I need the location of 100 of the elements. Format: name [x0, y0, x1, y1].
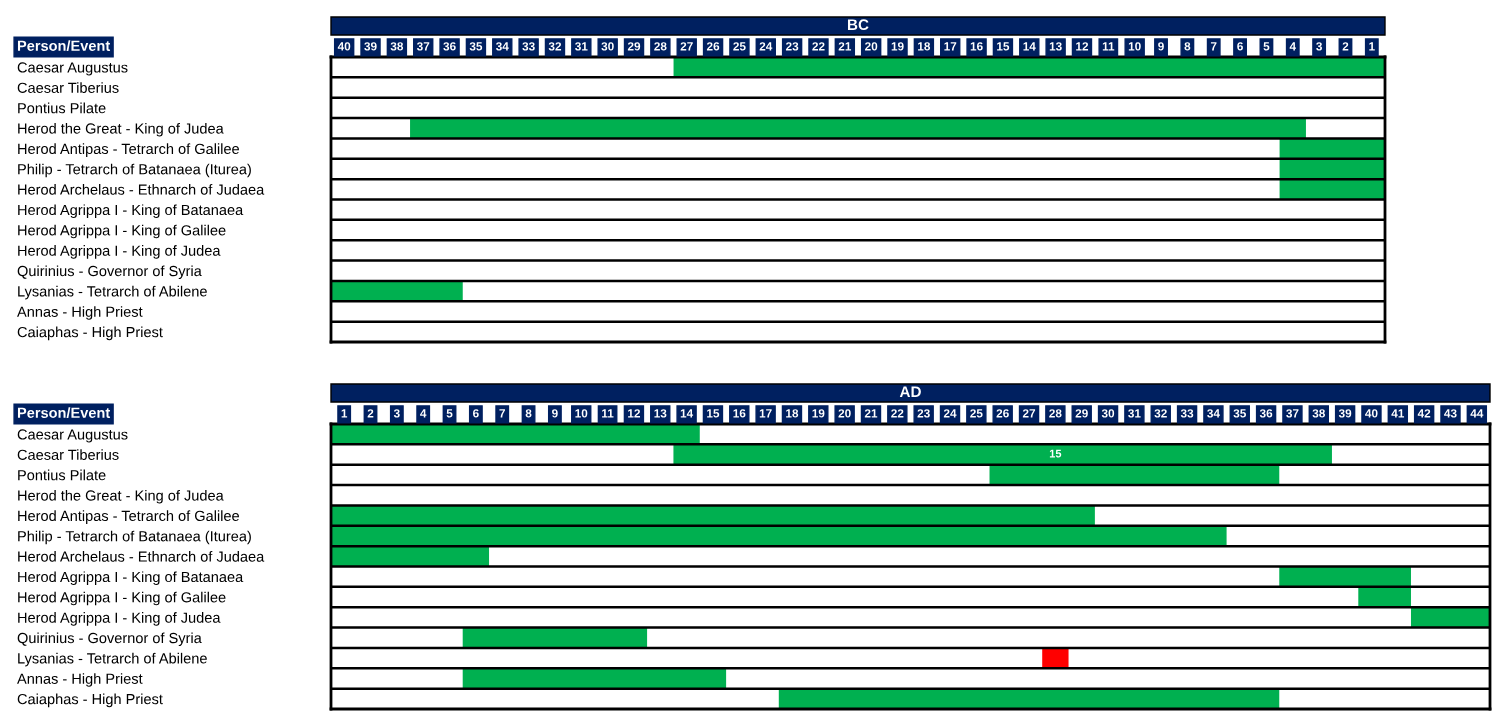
- y-tick-label: Quirinius - Governor of Syria: [17, 632, 202, 647]
- x-tick-label: 24: [759, 42, 773, 51]
- x-tick-label: 13: [654, 409, 667, 418]
- x-tick-label: 36: [1259, 409, 1273, 418]
- x-tick-label: 44: [1470, 409, 1484, 418]
- y-tick-label: Caiaphas - High Priest: [17, 693, 163, 708]
- x-tick-label: 25: [733, 42, 746, 51]
- x-tick-label: 37: [1286, 409, 1299, 418]
- x-tick-label: 38: [1312, 409, 1325, 418]
- x-tick-label: 38: [390, 42, 404, 51]
- x-tick-label: 27: [1022, 409, 1036, 418]
- x-tick-label: 1: [1369, 42, 1375, 51]
- x-tick-label: 5: [1263, 42, 1270, 51]
- y-tick-label: Herod Agrippa I - King of Batanaea: [18, 571, 244, 585]
- y-tick-label: Lysanias - Tetrarch of Abilene: [18, 652, 207, 667]
- x-tick-label: 22: [891, 409, 904, 418]
- y-tick-label: Caesar Tiberius: [17, 449, 119, 460]
- y-tick-label: Caesar Tiberius: [17, 82, 119, 93]
- x-tick-label: 17: [944, 42, 957, 51]
- x-tick-label: 11: [602, 409, 614, 418]
- x-tick-label: 2: [1342, 42, 1349, 51]
- y-tick-label: Philip - Tetrarch of Batanaea (Iturea): [18, 163, 251, 178]
- y-tick-label: Herod Antipas - Tetrarch of Galilee: [18, 143, 239, 157]
- x-tick-label: 30: [1101, 409, 1115, 418]
- x-tick-label: 28: [654, 42, 667, 51]
- y-tick-label: Annas - High Priest: [17, 673, 143, 687]
- y-tick-label: Herod Antipas - Tetrarch of Galilee: [18, 510, 239, 524]
- y-tick-label: Herod Agrippa I - King of Judea: [18, 612, 221, 626]
- y-tick-label: Herod the Great - King of Judea: [18, 489, 224, 504]
- x-tick-label: 16: [733, 409, 746, 418]
- x-tick-label: 10: [1128, 42, 1141, 51]
- y-tick-label: Caesar Augustus: [17, 62, 128, 76]
- x-tick-label: 27: [680, 42, 693, 51]
- x-tick-label: 31: [1128, 409, 1141, 418]
- y-tick-label: Pontius Pilate: [18, 102, 106, 114]
- x-tick-label: 17: [759, 409, 772, 418]
- x-tick-label: 29: [1075, 409, 1088, 418]
- x-tick-label: 28: [1049, 409, 1062, 418]
- x-tick-label: 41: [1391, 409, 1405, 418]
- x-tick-label: 21: [864, 409, 878, 418]
- x-tick-label: 26: [706, 42, 720, 51]
- x-tick-label: 16: [970, 42, 983, 51]
- x-tick-label: 20: [865, 42, 878, 51]
- x-tick-label: 14: [680, 409, 694, 418]
- x-tick-label: 35: [1233, 409, 1246, 418]
- x-tick-label: 8: [525, 409, 532, 418]
- y-tick-label: Herod Agrippa I - King of Judea: [18, 245, 221, 259]
- y-tick-label: Herod Agrippa I - King of Batanaea: [18, 204, 244, 218]
- x-tick-label: 36: [443, 42, 456, 51]
- x-tick-label: 6: [473, 409, 479, 418]
- x-tick-label: 4: [1289, 42, 1296, 51]
- x-tick-label: 13: [1049, 42, 1062, 51]
- x-tick-label: 42: [1417, 409, 1431, 418]
- x-tick-label: 40: [337, 42, 351, 51]
- annotation: 15: [1049, 449, 1062, 458]
- x-tick-label: 33: [1180, 409, 1194, 418]
- x-tick-label: 22: [812, 42, 825, 51]
- y-tick-label: Caiaphas - High Priest: [17, 326, 163, 341]
- x-tick-label: 31: [575, 42, 588, 51]
- y-tick-label: Herod Agrippa I - King of Galilee: [18, 591, 226, 606]
- x-tick-label: 26: [996, 409, 1009, 418]
- x-tick-label: 7: [1210, 42, 1217, 51]
- x-tick-label: 5: [446, 409, 453, 418]
- x-tick-label: 18: [918, 42, 931, 51]
- x-tick-label: 18: [786, 409, 799, 418]
- y-tick-label: Quirinius - Governor of Syria: [17, 265, 202, 280]
- x-tick-label: 3: [1316, 42, 1322, 51]
- y-tick-label: Annas - High Priest: [17, 306, 143, 320]
- x-tick-label: 15: [997, 42, 1010, 51]
- x-tick-label: 11: [1102, 42, 1115, 51]
- y-tick-label: Caesar Augustus: [17, 429, 128, 443]
- x-tick-label: 19: [891, 42, 904, 51]
- x-tick-label: 40: [1365, 409, 1378, 418]
- x-tick-label: 34: [1207, 409, 1220, 418]
- x-tick-label: 39: [1338, 409, 1352, 418]
- x-tick-label: 20: [838, 409, 851, 418]
- x-tick-label: 23: [917, 409, 930, 418]
- y-axis-title: Person/Event: [17, 40, 111, 52]
- x-tick-label: 14: [1023, 42, 1036, 51]
- x-tick-label: 24: [943, 409, 957, 418]
- x-tick-label: 32: [1154, 409, 1167, 418]
- y-tick-label: Herod Archelaus - Ethnarch of Judaea: [18, 551, 265, 562]
- x-tick-label: 10: [575, 409, 588, 418]
- y-tick-label: Herod Agrippa I - King of Galilee: [18, 224, 226, 239]
- x-tick-label: 30: [601, 42, 614, 51]
- chart-title: AD: [899, 386, 921, 397]
- x-tick-label: 32: [548, 42, 562, 51]
- x-tick-label: 6: [1237, 42, 1243, 51]
- x-tick-label: 4: [420, 409, 427, 418]
- x-tick-label: 19: [812, 409, 825, 418]
- x-tick-label: 35: [469, 42, 483, 51]
- x-tick-label: 43: [1444, 409, 1457, 418]
- x-tick-label: 8: [1184, 42, 1191, 51]
- x-tick-label: 25: [970, 409, 983, 418]
- x-tick-label: 23: [785, 42, 799, 51]
- x-tick-label: 39: [364, 42, 377, 51]
- x-tick-label: 9: [1158, 42, 1164, 51]
- x-tick-label: 29: [627, 42, 641, 51]
- x-tick-label: 2: [367, 409, 374, 418]
- x-tick-label: 37: [416, 42, 430, 51]
